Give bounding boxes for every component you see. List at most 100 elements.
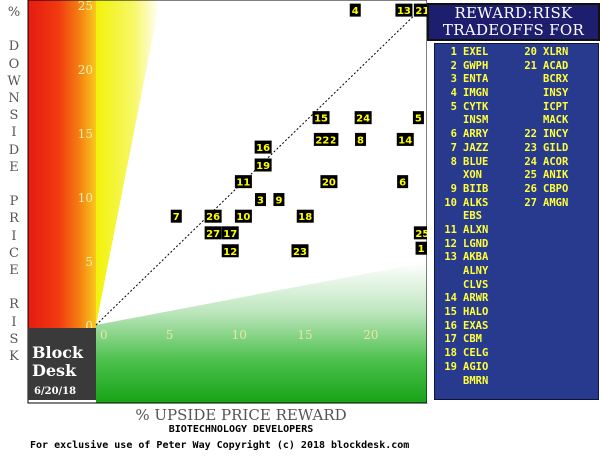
legend-item-ticker: AKBA [463,251,489,264]
data-point-24[interactable]: 24 [354,111,372,125]
data-point-box [234,175,252,189]
data-point-box [413,3,431,17]
data-point-10[interactable]: 10 [234,209,252,224]
data-point-27[interactable]: 27 [204,226,222,240]
data-point-9[interactable]: 9 [273,193,285,207]
data-point-20[interactable]: 20 [320,175,338,189]
legend-item-ticker: ALNY [463,265,489,277]
legend-item: 12 LGND [435,238,488,252]
legend-item: INSM [435,114,488,128]
legend-item-number: 16 [444,319,457,332]
legend-item-ticker: BMRN [463,374,489,387]
legend-item-ticker: ALKS [463,196,489,209]
legend-item-ticker: BIIB [463,182,489,195]
legend-item: 27 AMGN [515,197,568,211]
legend-item: 20 XLRN [515,46,568,60]
data-point-11[interactable]: 11 [234,175,252,189]
data-point-label: 11 [236,178,250,189]
y-tick-label: 5 [85,255,93,269]
legend-item-ticker: AGIO [463,360,489,373]
legend-item-ticker: INSY [543,87,569,100]
data-point-8[interactable]: 8 [355,132,367,147]
legend-left-column: 1 EXEL 2 GWPH 3 ENTA 4 IMGN 5 CYTK INSM 6 ARRY 7 JAZZ 8… [435,46,488,388]
data-point-13[interactable]: 13 [395,3,413,17]
data-point-26[interactable]: 26 [204,209,222,224]
legend-item-number: 13 [444,251,457,264]
legend-item-number: 3 [450,73,457,86]
data-point-14[interactable]: 14 [396,132,414,147]
legend-item: 9 BIIB [435,182,489,197]
legend-item: 6 ARRY [435,128,489,142]
legend-item: 25 ANIK [515,169,568,183]
legend-item: 14 ARWR [435,292,488,306]
data-point-box [221,244,239,258]
data-point-25[interactable]: 25 [413,226,431,240]
legend-item-ticker: BLUE [463,155,489,168]
data-point-17[interactable]: 17 [221,226,239,240]
x-tick-label: 20 [363,328,378,342]
data-point-7[interactable]: 7 [170,209,182,224]
data-point-22[interactable]: 22 [313,132,331,147]
legend-item-ticker: EBS [463,210,482,223]
legend-item-ticker: HALO [463,306,489,319]
blockdesk-brand: Block Desk 6/20/18 [28,328,96,400]
legend-item: 18 CELG [435,347,488,361]
data-point-1[interactable]: 1 [415,241,427,256]
y-tick-label: 0 [85,319,93,333]
x-tick-label: 5 [166,328,174,342]
data-point-5[interactable]: 5 [412,111,424,125]
legend-item-ticker: ENTA [463,73,489,86]
data-point-label: 15 [314,114,328,125]
data-point-18[interactable]: 18 [296,209,314,224]
legend-item-number: 6 [450,128,457,141]
legend-item: ICPT [515,101,568,115]
legend-right-column: 20 XLRN 21 ACAD BCRX INSY ICPT MACK 22 INCY 23 GILD… [515,46,568,210]
y-tick-label: 20 [78,63,93,77]
legend-item-number: 20 [524,46,537,58]
legend-item-ticker: CYTK [463,100,489,113]
data-point-19[interactable]: 19 [254,158,272,173]
legend-item-number: 10 [444,196,457,209]
legend-item: 4 IMGN [435,87,489,101]
legend-item-ticker: EXEL [463,46,489,58]
y-tick-label: 25 [78,0,93,13]
data-point-21[interactable]: 21 [413,3,431,17]
legend-item-ticker: ANIK [543,169,569,182]
data-point-label: 16 [256,143,270,154]
data-point-box [291,244,309,258]
data-point-23[interactable]: 23 [291,244,309,258]
data-point-label: 12 [223,247,237,258]
legend-item-ticker: GILD [543,141,569,154]
data-point-box [349,3,361,17]
data-point-box [354,111,372,125]
legend-item: 8 BLUE [435,155,489,170]
legend-item: 11 ALXN [435,224,488,238]
data-point-label: 27 [206,229,220,240]
legend-item-ticker: LGND [463,237,489,250]
legend-item-number: 27 [524,196,537,209]
data-point-2[interactable]: 2 [327,132,339,147]
industry-label: BIOTECHNOLOGY DEVELOPERS [168,424,314,435]
legend-item: 22 INCY [515,128,568,142]
legend-item: 23 GILD [515,142,568,156]
data-point-12[interactable]: 12 [221,244,239,258]
legend-item-ticker: ARWR [463,292,489,305]
data-point-box [396,132,414,146]
legend-item: CLVS [435,279,488,293]
legend-item: 3 ENTA [435,73,489,87]
data-point-3[interactable]: 3 [255,193,266,207]
x-tick-label: 15 [297,328,312,342]
data-point-box [395,3,413,17]
legend-title-line2: TRADEOFFS FOR [442,21,585,39]
data-point-16[interactable]: 16 [254,140,272,155]
data-point-box [255,193,266,207]
legend-list: 1 EXEL 2 GWPH 3 ENTA 4 IMGN 5 CYTK INSM 6 ARRY 7 JAZZ 8… [434,43,599,400]
legend-item: 10 ALKS [435,197,488,211]
data-point-6[interactable]: 6 [397,175,409,189]
data-point-15[interactable]: 15 [312,111,330,125]
legend-item: 2 GWPH [435,60,489,74]
data-point-4[interactable]: 4 [349,3,361,17]
data-point-label: 26 [206,212,220,223]
legend-item-ticker: CLVS [463,278,489,291]
legend-item-ticker: CELG [463,347,489,360]
